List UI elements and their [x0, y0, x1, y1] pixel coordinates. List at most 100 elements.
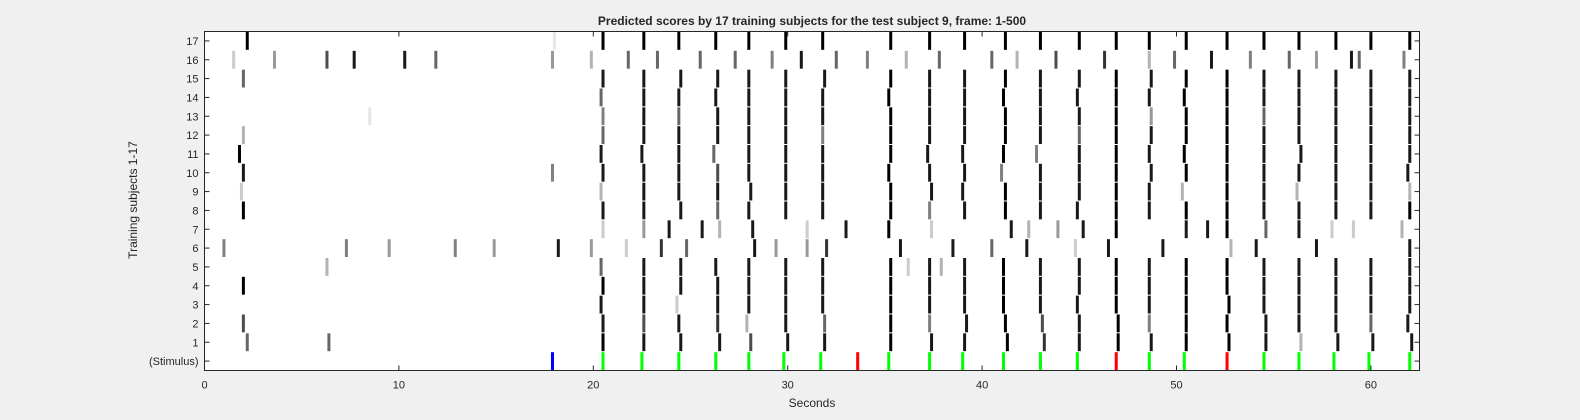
- x-tick-label-10: 10: [393, 380, 405, 392]
- cell-subject-5-7: [784, 258, 788, 276]
- cell-subject-6-3: [387, 239, 391, 257]
- cell-subject-3-3: [675, 295, 679, 314]
- cell-subject-4-7: [784, 276, 788, 295]
- cell-subject-16-30: [1357, 50, 1361, 69]
- cell-subject-15-14: [1077, 69, 1081, 88]
- cell-subject-12-22: [1369, 126, 1373, 144]
- cell-subject-14-3: [677, 88, 681, 107]
- cell-subject-5-20: [1225, 258, 1229, 276]
- cell-subject-1-21: [1299, 333, 1303, 352]
- cell-subject-11-19: [1262, 145, 1266, 163]
- cell-subject-8-21: [1334, 201, 1338, 220]
- stimulus-marker-20: [1262, 352, 1266, 370]
- cell-subject-5-5: [714, 258, 718, 276]
- cell-subject-9-8: [821, 182, 825, 201]
- cell-subject-10-4: [642, 163, 646, 182]
- cell-subject-12-3: [642, 126, 646, 144]
- cell-subject-13-11: [963, 107, 967, 126]
- cell-subject-3-2: [642, 295, 646, 314]
- cell-subject-5-10: [906, 258, 910, 276]
- y-tick-label-4: 4: [192, 281, 198, 293]
- cell-subject-16-19: [990, 50, 994, 69]
- x-tick-label-30: 30: [782, 380, 794, 392]
- cell-subject-4-17: [1184, 276, 1188, 295]
- x-tick-label-0: 0: [201, 380, 207, 392]
- cell-subject-1-12: [963, 333, 967, 352]
- cell-subject-13-2: [601, 107, 605, 126]
- cell-subject-6-6: [556, 239, 560, 257]
- y-tick-label-0: (Stimulus): [149, 356, 199, 368]
- stimulus-marker-3: [640, 352, 644, 370]
- cell-subject-15-21: [1334, 69, 1338, 88]
- y-tick-label-17: 17: [186, 36, 198, 48]
- cell-subject-8-10: [928, 201, 932, 220]
- cell-subject-6-13: [805, 239, 809, 257]
- cell-subject-17-9: [821, 32, 825, 50]
- cell-subject-15-13: [1038, 69, 1042, 88]
- y-tick-label-13: 13: [186, 111, 198, 123]
- y-tick-label-9: 9: [192, 187, 198, 199]
- cell-subject-2-22: [1369, 314, 1373, 333]
- cell-subject-5-15: [1038, 258, 1042, 276]
- x-tick-label-50: 50: [1170, 380, 1182, 392]
- cell-subject-14-11: [1001, 88, 1005, 107]
- y-tick-label-1: 1: [192, 337, 198, 349]
- cell-subject-17-14: [1038, 32, 1042, 50]
- stimulus-marker-12: [961, 352, 965, 370]
- cell-subject-8-6: [747, 201, 751, 220]
- cell-subject-10-2: [550, 163, 554, 182]
- cell-subject-11-17: [1182, 145, 1186, 163]
- cell-subject-6-15: [898, 239, 902, 257]
- cell-subject-15-19: [1262, 69, 1266, 88]
- cell-subject-11-22: [1369, 145, 1373, 163]
- cell-subject-11-9: [889, 145, 893, 163]
- cell-subject-6-10: [685, 239, 689, 257]
- cell-subject-8-12: [1003, 201, 1007, 220]
- cell-subject-10-10: [887, 163, 891, 182]
- cell-subject-5-19: [1184, 258, 1188, 276]
- cell-subject-1-17: [1149, 333, 1153, 352]
- cell-subject-17-24: [1408, 32, 1412, 50]
- cell-subject-12-2: [601, 126, 605, 144]
- cell-subject-16-4: [352, 50, 356, 69]
- cell-subject-10-8: [784, 163, 788, 182]
- cell-subject-8-15: [1114, 201, 1118, 220]
- cell-subject-7-3: [667, 220, 671, 239]
- cell-subject-15-10: [928, 69, 932, 88]
- cell-subject-2-4: [677, 314, 681, 333]
- cell-subject-8-7: [784, 201, 788, 220]
- cell-subject-3-1: [599, 295, 603, 314]
- stimulus-marker-11: [928, 352, 932, 370]
- cell-subject-10-22: [1334, 163, 1338, 182]
- cell-subject-7-7: [805, 220, 809, 239]
- cell-subject-7-17: [1206, 220, 1210, 239]
- cell-subject-5-4: [679, 258, 683, 276]
- cell-subject-12-21: [1334, 126, 1338, 144]
- cell-subject-5-25: [1408, 258, 1412, 276]
- cell-subject-14-6: [784, 88, 788, 107]
- cell-subject-10-15: [1077, 163, 1081, 182]
- cell-subject-17-13: [1003, 32, 1007, 50]
- cell-subject-14-19: [1297, 88, 1301, 107]
- cell-subject-16-28: [1314, 50, 1318, 69]
- cell-subject-4-22: [1369, 276, 1373, 295]
- cell-subject-16-26: [1248, 50, 1252, 69]
- cell-subject-1-3: [601, 333, 605, 352]
- cell-subject-9-23: [1408, 182, 1412, 201]
- cell-subject-1-10: [889, 333, 893, 352]
- cell-subject-14-8: [887, 88, 891, 107]
- cell-subject-2-2: [601, 314, 605, 333]
- cell-subject-13-20: [1297, 107, 1301, 126]
- cell-subject-14-9: [928, 88, 932, 107]
- cell-subject-5-13: [963, 258, 967, 276]
- cell-subject-9-5: [716, 182, 720, 201]
- cell-subject-2-20: [1297, 314, 1301, 333]
- cell-subject-5-24: [1369, 258, 1373, 276]
- cell-subject-6-9: [659, 239, 663, 257]
- cell-subject-10-11: [928, 163, 932, 182]
- y-tick-label-8: 8: [192, 205, 198, 217]
- cell-subject-16-13: [770, 50, 774, 69]
- cell-subject-11-2: [599, 145, 603, 163]
- cell-subject-15-5: [716, 69, 720, 88]
- cell-subject-13-10: [928, 107, 932, 126]
